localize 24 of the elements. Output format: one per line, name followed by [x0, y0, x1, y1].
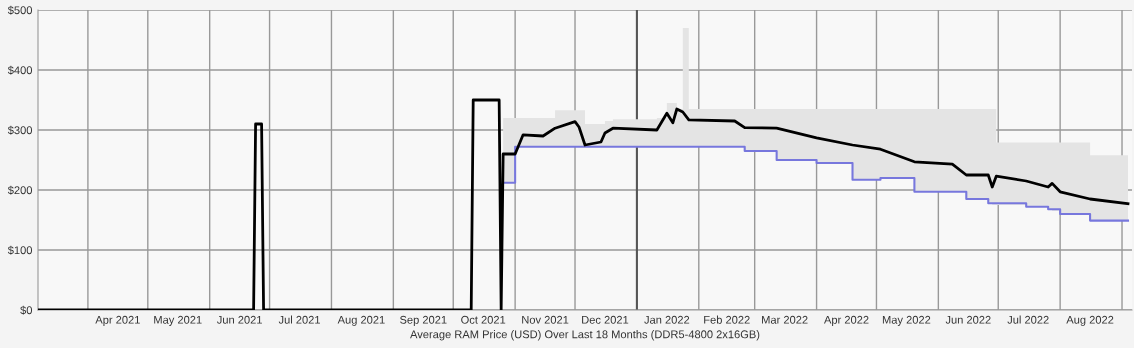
y-tick-label: $400: [7, 65, 33, 75]
x-tick-label: Apr 2021: [95, 315, 140, 326]
x-tick-label: Jan 2022: [644, 315, 690, 324]
y-tick-label: $0: [20, 305, 33, 315]
y-tick-label: $300: [7, 125, 33, 135]
x-tick-label: Jun 2021: [216, 315, 262, 324]
x-tick-label: Jun 2022: [945, 315, 991, 324]
y-tick-label: $100: [7, 245, 33, 255]
x-tick-label: May 2021: [154, 315, 202, 326]
x-tick-label: Aug 2021: [337, 315, 385, 326]
x-tick-label: May 2022: [882, 315, 931, 326]
x-tick-label: Oct 2021: [461, 315, 506, 324]
y-tick-label: $200: [7, 185, 33, 195]
x-tick-label: Aug 2022: [1066, 315, 1114, 326]
y-tick-label: $500: [7, 5, 33, 15]
x-tick-label: Mar 2022: [762, 315, 808, 324]
x-tick-label: Nov 2021: [522, 315, 569, 324]
x-tick-label: Apr 2022: [824, 315, 869, 326]
x-axis-title: Average RAM Price (USD) Over Last 18 Months (DDR5-4800 2x16GB): [410, 330, 760, 341]
x-tick-label: Dec 2021: [582, 315, 629, 324]
x-tick-label: Sep 2021: [400, 315, 447, 326]
x-tick-label: Feb 2022: [704, 315, 750, 324]
x-tick-label: Jul 2022: [1007, 315, 1049, 324]
x-tick-label: Jul 2021: [278, 315, 320, 324]
